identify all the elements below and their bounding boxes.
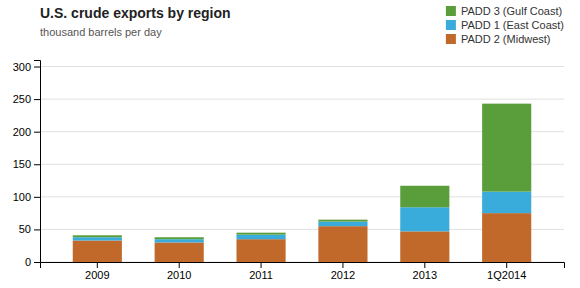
bar (318, 222, 367, 227)
title: U.S. crude exports by region (40, 5, 231, 21)
legend-swatch (446, 20, 456, 30)
y-tick-mark (34, 132, 40, 133)
y-tick-mark (34, 99, 40, 100)
series (73, 104, 532, 240)
y-tick-mark (34, 67, 40, 68)
x-tick: 1Q2014 (487, 262, 526, 281)
series (73, 192, 532, 243)
legend: PADD 3 (Gulf Coast) PADD 1 (East Coast) PA… (446, 5, 564, 45)
y-tick-label: 300 (13, 61, 31, 73)
bar (482, 213, 531, 262)
y-tick: 100 (13, 191, 40, 203)
bar (237, 239, 286, 262)
legend-item: PADD 1 (East Coast) (446, 19, 564, 31)
y-tick-mark (34, 197, 40, 198)
x-tick: 2010 (167, 262, 191, 281)
bar (73, 240, 122, 262)
y-tick: 0 (25, 256, 40, 268)
x-tick-mark (179, 262, 180, 268)
x-tick-mark (506, 262, 507, 268)
x-tick-label: 2010 (167, 269, 191, 281)
y-tick-mark (34, 164, 40, 165)
y-tick-label: 0 (25, 256, 31, 268)
x-tick-label: 1Q2014 (487, 269, 526, 281)
legend-label: PADD 1 (East Coast) (461, 19, 564, 31)
chart: U.S. crude exports by region thousand bar… (0, 0, 580, 288)
bars (73, 104, 532, 262)
bar (237, 233, 286, 235)
legend-item: PADD 3 (Gulf Coast) (446, 5, 562, 17)
bar (482, 192, 531, 214)
x-tick-mark (97, 262, 98, 268)
y-axis: 0 50 100 150 200 250 300 (13, 61, 41, 269)
bar (318, 226, 367, 262)
x-tick-mark (261, 262, 262, 268)
bar (400, 207, 449, 231)
x-tick-label: 2009 (85, 269, 109, 281)
y-tick: 200 (13, 126, 40, 138)
y-tick: 150 (13, 158, 40, 170)
x-tick-label: 2011 (249, 269, 273, 281)
y-tick-mark (34, 262, 40, 263)
legend-swatch (446, 6, 456, 16)
y-tick: 250 (13, 93, 40, 105)
grid-line (40, 99, 564, 100)
y-tick: 50 (19, 223, 40, 235)
x-tick: 2012 (331, 262, 355, 281)
x-tick: 2009 (85, 262, 109, 281)
y-tick-label: 200 (13, 126, 31, 138)
legend-item: PADD 2 (Midwest) (446, 33, 551, 45)
legend-label: PADD 3 (Gulf Coast) (461, 5, 562, 17)
y-tick-label: 250 (13, 93, 31, 105)
plot: 2009 2010 2011 2012 2013 1Q2014 0 50 100 150 200 25… (13, 61, 565, 281)
x-axis-line (41, 263, 565, 269)
y-tick: 300 (13, 61, 40, 73)
x-tick: 2013 (413, 262, 437, 281)
y-tick-mark (34, 229, 40, 230)
bar (155, 242, 204, 262)
bar (73, 237, 122, 240)
grid-line (40, 66, 564, 67)
bar (155, 239, 204, 242)
x-tick-label: 2012 (331, 269, 355, 281)
x-axis: 2009 2010 2011 2012 2013 1Q2014 (41, 262, 565, 281)
bar (400, 186, 449, 208)
bar (318, 220, 367, 222)
x-tick-mark (342, 262, 343, 268)
y-axis-line (34, 61, 41, 263)
x-tick: 2011 (249, 262, 273, 281)
x-tick-label: 2013 (413, 269, 437, 281)
y-tick-label: 50 (19, 223, 31, 235)
bar (155, 237, 204, 239)
x-tick-mark (424, 262, 425, 268)
legend-swatch (446, 34, 456, 44)
bar (73, 235, 122, 237)
bar (400, 231, 449, 262)
subtitle: thousand barrels per day (40, 26, 162, 38)
bar (237, 235, 286, 240)
legend-label: PADD 2 (Midwest) (461, 33, 551, 45)
series (73, 213, 532, 262)
y-tick-label: 150 (13, 158, 31, 170)
grid (40, 67, 564, 262)
y-tick-label: 100 (13, 191, 31, 203)
bar (482, 104, 531, 192)
